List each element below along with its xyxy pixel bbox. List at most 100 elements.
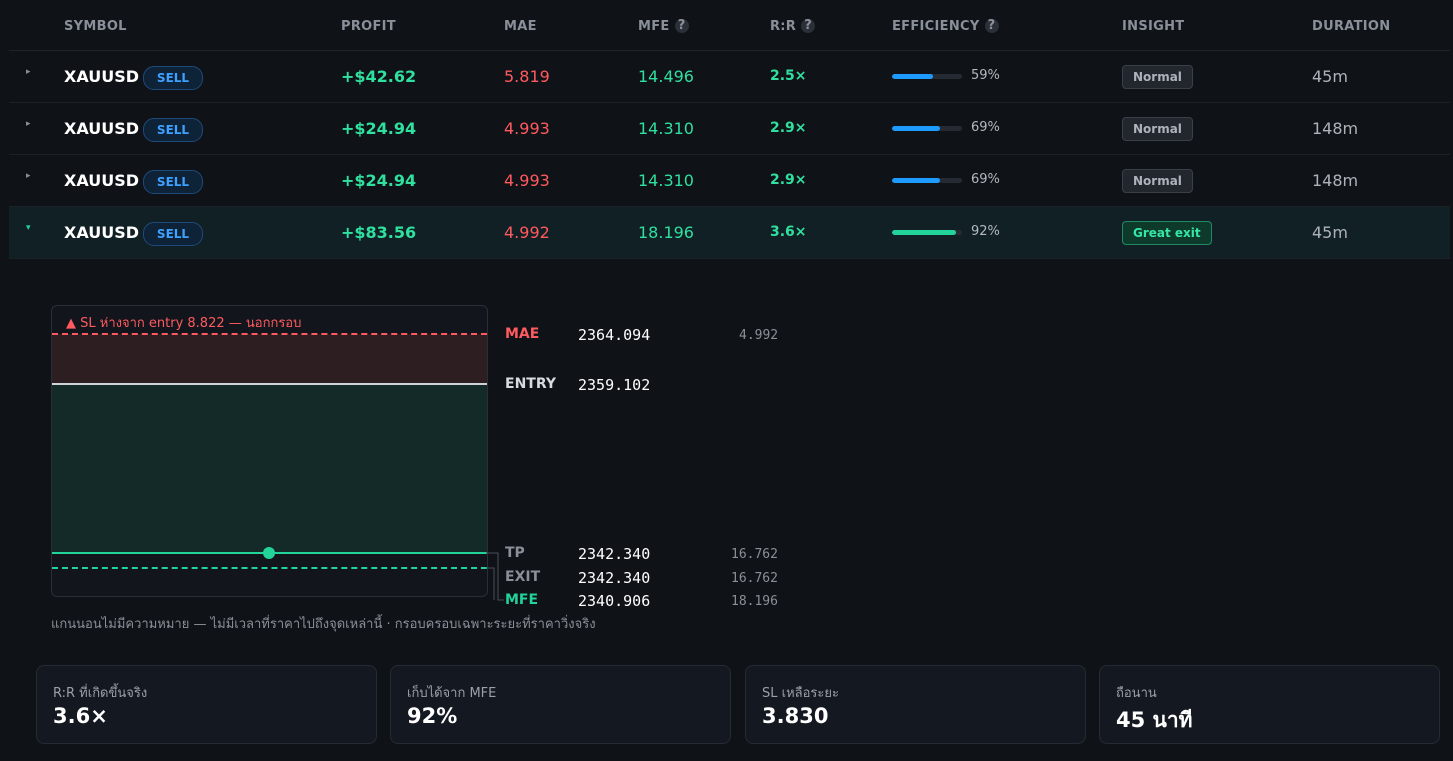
table-row[interactable]: ▸ XAUUSD SELL +$24.94 4.993 14.310 2.9× … — [9, 155, 1450, 207]
expand-caret-icon[interactable]: ▸ — [26, 171, 31, 181]
leader-lines — [486, 552, 504, 601]
legend-entry-price: 2359.102 — [578, 376, 651, 394]
symbol: XAUUSD — [64, 171, 140, 190]
stat-label: เก็บได้จาก MFE — [407, 686, 497, 701]
legend-tp-label: TP — [505, 545, 525, 561]
stat-label: ถือนาน — [1116, 686, 1157, 701]
efficiency-bar-fill — [892, 230, 957, 235]
stat-value: 3.830 — [762, 704, 829, 728]
mae-value: 4.993 — [504, 171, 550, 190]
header-symbol[interactable]: SYMBOL — [64, 19, 127, 34]
efficiency-bar — [892, 126, 962, 131]
profit-value: +$42.62 — [341, 67, 417, 86]
insight-badge: Normal — [1122, 117, 1193, 141]
symbol: XAUUSD — [64, 67, 140, 86]
efficiency-percent: 92% — [971, 224, 1000, 239]
help-icon[interactable]: ? — [801, 19, 816, 33]
header-insight: INSIGHT — [1122, 19, 1185, 34]
mae-value: 5.819 — [504, 67, 550, 86]
legend-mae-distance: 4.992 — [739, 328, 779, 343]
mfe-line — [52, 567, 487, 569]
header-mfe[interactable]: MFE? — [638, 19, 689, 34]
efficiency-bar-fill — [892, 178, 941, 183]
header-efficiency-label: EFFICIENCY — [892, 19, 980, 34]
leader-line-tp — [486, 552, 504, 601]
efficiency-percent: 59% — [971, 68, 1000, 83]
symbol: XAUUSD — [64, 119, 140, 138]
sl-warning: ▲ SL ห่างจาก entry 8.822 — นอกกรอบ — [66, 316, 302, 331]
expand-caret-icon[interactable]: ▸ — [26, 119, 31, 129]
table-header: SYMBOL PROFIT MAE MFE? R:R? EFFICIENCY? … — [9, 0, 1450, 51]
duration-value: 148m — [1312, 171, 1359, 190]
profit-value: +$24.94 — [341, 171, 417, 190]
efficiency-bar-fill — [892, 126, 941, 131]
mfe-value: 14.496 — [638, 67, 694, 86]
stat-value: 45 นาที — [1116, 708, 1193, 732]
legend-mae-label: MAE — [505, 326, 540, 342]
stat-value: 92% — [407, 704, 458, 728]
efficiency-bar — [892, 230, 962, 235]
stat-label: R:R ที่เกิดขึ้นจริง — [53, 686, 148, 701]
mfe-value: 14.310 — [638, 119, 694, 138]
efficiency-percent: 69% — [971, 120, 1000, 135]
adverse-zone — [52, 334, 487, 384]
stat-value: 3.6× — [53, 704, 108, 728]
legend-mfe-distance: 18.196 — [731, 594, 778, 609]
price-range-chart: ▲ SL ห่างจาก entry 8.822 — นอกกรอบ — [51, 305, 488, 597]
mfe-value: 18.196 — [638, 223, 694, 242]
legend-mfe-price: 2340.906 — [578, 592, 651, 610]
rr-value: 2.9× — [770, 172, 807, 188]
side-badge: SELL — [143, 170, 203, 194]
header-profit[interactable]: PROFIT — [341, 19, 396, 34]
table-row-expanded[interactable]: ▾ XAUUSD SELL +$83.56 4.992 18.196 3.6× … — [9, 207, 1450, 259]
mfe-value: 14.310 — [638, 171, 694, 190]
legend-entry-label: ENTRY — [505, 376, 556, 392]
efficiency-bar — [892, 74, 962, 79]
stat-card-rr: R:R ที่เกิดขึ้นจริง 3.6× — [36, 665, 377, 744]
help-icon[interactable]: ? — [984, 19, 999, 33]
duration-value: 148m — [1312, 119, 1359, 138]
insight-badge: Great exit — [1122, 221, 1212, 245]
legend-exit-price: 2342.340 — [578, 569, 651, 587]
table-row[interactable]: ▸ XAUUSD SELL +$42.62 5.819 14.496 2.5× … — [9, 51, 1450, 103]
collapse-caret-icon[interactable]: ▾ — [26, 223, 31, 233]
duration-value: 45m — [1312, 67, 1348, 86]
expand-caret-icon[interactable]: ▸ — [26, 67, 31, 77]
legend-exit-distance: 16.762 — [731, 571, 778, 586]
stat-card-hold-time: ถือนาน 45 นาที — [1099, 665, 1440, 744]
stat-card-mfe-capture: เก็บได้จาก MFE 92% — [390, 665, 731, 744]
header-mfe-label: MFE — [638, 19, 670, 34]
rr-value: 3.6× — [770, 224, 807, 240]
side-badge: SELL — [143, 118, 203, 142]
symbol: XAUUSD — [64, 223, 140, 242]
header-rr-label: R:R — [770, 19, 797, 34]
efficiency-percent: 69% — [971, 172, 1000, 187]
header-efficiency[interactable]: EFFICIENCY? — [892, 19, 999, 34]
side-badge: SELL — [143, 66, 203, 90]
legend-tp-distance: 16.762 — [731, 547, 778, 562]
insight-badge: Normal — [1122, 65, 1193, 89]
efficiency-bar-fill — [892, 74, 934, 79]
table-row[interactable]: ▸ XAUUSD SELL +$24.94 4.993 14.310 2.9× … — [9, 103, 1450, 155]
legend-exit-label: EXIT — [505, 569, 541, 585]
rr-value: 2.5× — [770, 68, 807, 84]
legend-mae-price: 2364.094 — [578, 326, 651, 344]
header-mae[interactable]: MAE — [504, 19, 537, 34]
favorable-zone — [52, 384, 487, 553]
insight-badge: Normal — [1122, 169, 1193, 193]
mae-value: 4.993 — [504, 119, 550, 138]
entry-line — [52, 383, 487, 385]
header-duration[interactable]: DURATION — [1312, 19, 1391, 34]
legend-mfe-label: MFE — [505, 592, 539, 608]
header-rr[interactable]: R:R? — [770, 19, 816, 34]
mae-line — [52, 333, 487, 335]
duration-value: 45m — [1312, 223, 1348, 242]
trades-table: SYMBOL PROFIT MAE MFE? R:R? EFFICIENCY? … — [9, 0, 1450, 259]
help-icon[interactable]: ? — [674, 19, 689, 33]
exit-marker — [263, 547, 275, 559]
mae-value: 4.992 — [504, 223, 550, 242]
leader-line-mfe — [486, 567, 495, 600]
profit-value: +$24.94 — [341, 119, 417, 138]
chart-note: แกนนอนไม่มีความหมาย — ไม่มีเวลาที่ราคาไป… — [51, 617, 596, 632]
side-badge: SELL — [143, 222, 203, 246]
